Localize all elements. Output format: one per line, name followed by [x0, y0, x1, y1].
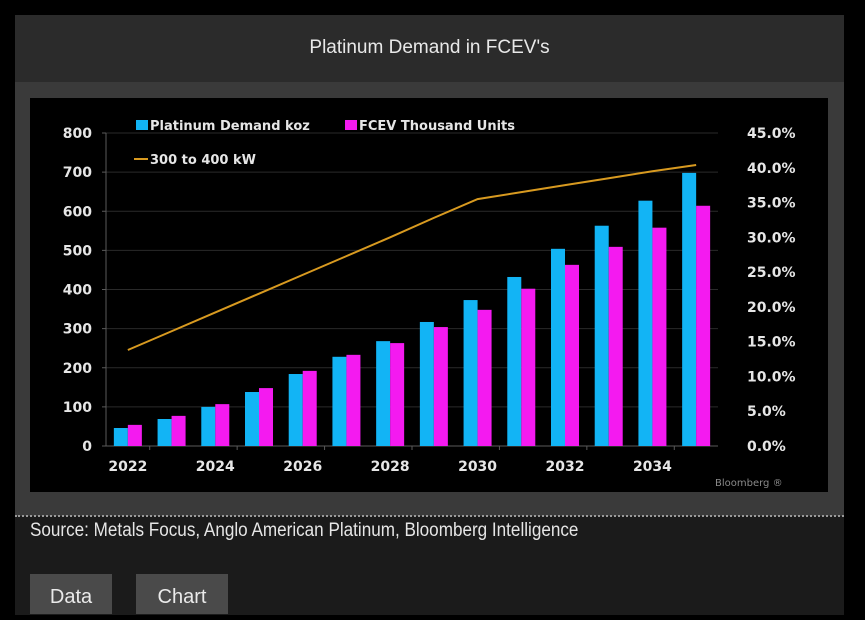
bar-fcev-units — [608, 246, 623, 446]
bar-platinum-demand — [245, 392, 259, 446]
bar-fcev-units — [652, 227, 667, 446]
bar-platinum-demand — [507, 276, 522, 446]
bar-platinum-demand — [551, 248, 565, 446]
bar-fcev-units — [390, 343, 405, 446]
bar-fcev-units — [127, 424, 142, 446]
x-tick-label: 2022 — [108, 459, 147, 475]
bar-platinum-demand — [376, 341, 391, 446]
y2-tick-label: 35.0% — [747, 196, 796, 212]
legend-label-platinum: Platinum Demand koz — [150, 119, 310, 134]
y2-tick-label: 45.0% — [747, 126, 796, 142]
y2-tick-label: 0.0% — [747, 439, 786, 455]
x-tick-label: 2030 — [458, 459, 497, 475]
bar-fcev-units — [346, 354, 361, 446]
y-tick-label: 200 — [63, 361, 92, 377]
chart-panel: Platinum Demand in FCEV's 0 100 200 300 400 5… — [15, 15, 844, 615]
bar-platinum-demand — [638, 200, 653, 446]
y2-tick-label: 10.0% — [747, 369, 796, 385]
legend-label-line: 300 to 400 kW — [150, 153, 256, 168]
bar-platinum-demand — [113, 428, 128, 446]
bar-platinum-demand — [419, 321, 434, 446]
y-tick-label: 700 — [63, 165, 92, 181]
bar-fcev-units — [215, 404, 230, 446]
y2-tick-label: 25.0% — [747, 265, 796, 281]
y-tick-label: 0 — [82, 439, 92, 455]
bar-platinum-demand — [201, 406, 216, 446]
legend-swatch-fcev — [345, 120, 357, 130]
x-tick-label: 2028 — [371, 459, 410, 475]
y2-tick-label: 5.0% — [747, 404, 786, 420]
y2-tick-label: 40.0% — [747, 161, 796, 177]
bar-fcev-units — [521, 288, 536, 446]
data-button[interactable]: Data — [30, 574, 112, 614]
chart-svg: 0 100 200 300 400 500 600 700 800 0.0% 5.0% 10.0% 1… — [63, 119, 796, 489]
line-series — [127, 164, 697, 351]
bar-platinum-demand — [594, 225, 609, 446]
gridlines — [106, 132, 718, 408]
y-tick-label: 400 — [63, 283, 92, 299]
bar-platinum-demand — [682, 172, 697, 446]
y-tick-label: 500 — [63, 243, 92, 259]
y2-tick-label: 30.0% — [747, 230, 796, 246]
x-tick-label: 2032 — [546, 459, 585, 475]
x-tick-label: 2026 — [283, 459, 322, 475]
bar-fcev-units — [565, 264, 579, 446]
bars — [113, 172, 711, 446]
x-tick-label: 2024 — [196, 459, 235, 475]
y-tick-label: 300 — [63, 322, 92, 338]
legend-swatch-platinum — [136, 120, 148, 130]
bar-fcev-units — [171, 415, 186, 446]
legend: Platinum Demand koz FCEV Thousand Units 30… — [134, 119, 515, 168]
chart-area: 0 100 200 300 400 500 600 700 800 0.0% 5.0% 10.0% 1… — [30, 98, 828, 492]
y2-tick-label: 15.0% — [747, 335, 796, 351]
chart-button[interactable]: Chart — [136, 574, 228, 614]
bar-fcev-units — [477, 309, 492, 446]
line-300-400kw — [127, 164, 697, 351]
bar-platinum-demand — [157, 419, 172, 446]
bar-platinum-demand — [463, 300, 478, 446]
separator — [15, 515, 844, 517]
y-tick-label: 600 — [63, 204, 92, 220]
bar-fcev-units — [433, 327, 448, 446]
y-tick-label: 800 — [63, 126, 92, 142]
chart-frame: 0 100 200 300 400 500 600 700 800 0.0% 5.0% 10.0% 1… — [15, 82, 844, 516]
bar-fcev-units — [259, 388, 273, 446]
x-tick-label: 2034 — [633, 459, 672, 475]
bar-platinum-demand — [332, 356, 347, 446]
legend-label-fcev: FCEV Thousand Units — [359, 119, 515, 134]
y-tick-label: 100 — [63, 400, 92, 416]
right-axis-ticks: 0.0% 5.0% 10.0% 15.0% 20.0% 25.0% 30.0% 35.0% 40… — [747, 126, 796, 455]
bar-platinum-demand — [288, 374, 303, 446]
bar-fcev-units — [696, 205, 711, 446]
bar-fcev-units — [302, 370, 317, 446]
chart-title: Platinum Demand in FCEV's — [15, 15, 844, 82]
y2-tick-label: 20.0% — [747, 300, 796, 316]
source-text: Source: Metals Focus, Anglo American Pla… — [30, 520, 579, 541]
bloomberg-credit: Bloomberg ® — [715, 478, 783, 489]
x-axis-ticks: 2022 2024 2026 2028 2030 2032 2034 — [108, 446, 675, 475]
